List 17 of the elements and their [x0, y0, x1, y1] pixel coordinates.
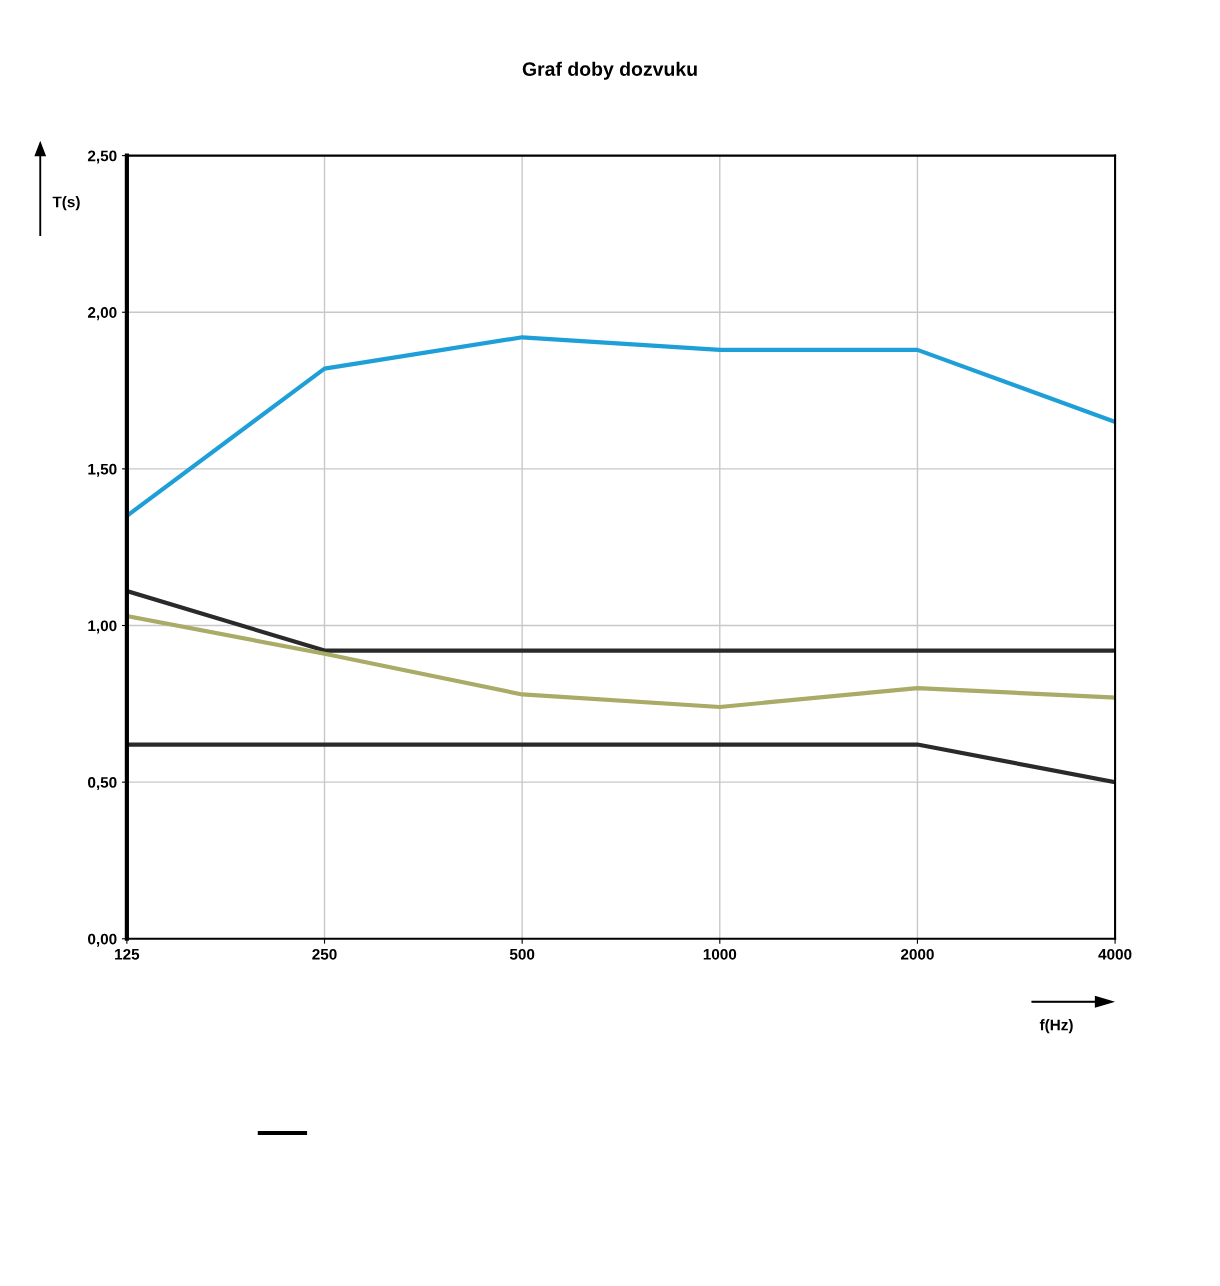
- line-series: [126, 614, 1116, 710]
- y-tick-label: 0,00: [88, 933, 117, 947]
- x-tick-label: 500: [509, 948, 535, 960]
- x-tick-label: 125: [115, 948, 140, 960]
- y-tick-label: 2,00: [87, 307, 117, 321]
- x-tick-label: 4000: [1098, 948, 1132, 960]
- y-tick-label: 0,50: [88, 777, 117, 791]
- chart-title: Graf doby dozvuku: [522, 61, 697, 80]
- y-tick-label: 1,50: [88, 463, 117, 477]
- y-tick-label: 1,00: [88, 620, 117, 634]
- line-series: [126, 335, 1116, 518]
- y-axis-title: T(s): [52, 196, 80, 211]
- x-tick-label: 250: [312, 948, 337, 960]
- x-tick-label: 2000: [900, 948, 934, 960]
- x-axis-title: f(Hz): [1039, 1019, 1073, 1034]
- x-tick-label: 1000: [703, 948, 737, 960]
- y-tick-label: 2,50: [87, 150, 117, 164]
